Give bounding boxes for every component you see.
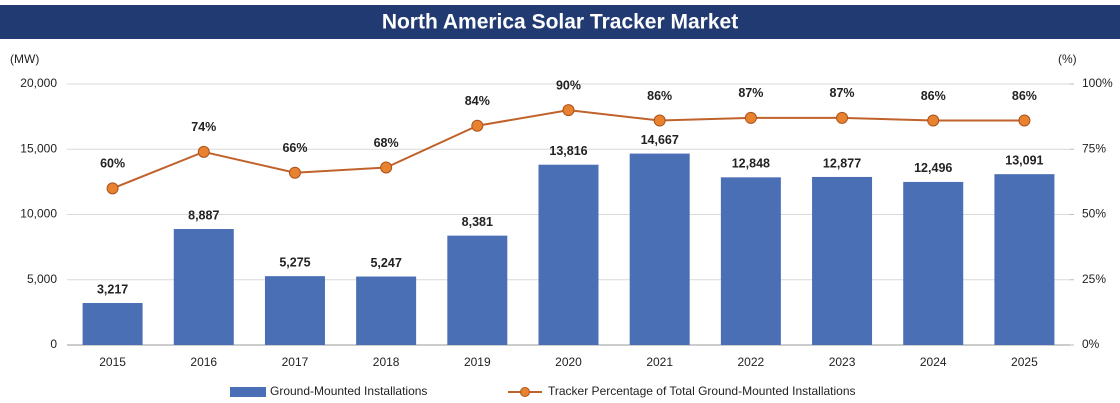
- bar: [264, 276, 325, 345]
- legend-swatch-marker: [520, 387, 530, 397]
- legend-label: Tracker Percentage of Total Ground-Mount…: [548, 384, 856, 398]
- x-tick-label: 2018: [373, 355, 400, 369]
- line-marker: [927, 114, 940, 127]
- bar-value-label: 5,275: [279, 255, 310, 269]
- line-marker: [653, 114, 666, 127]
- line-marker: [744, 111, 757, 124]
- line-marker: [288, 166, 301, 179]
- x-tick-label: 2023: [829, 355, 856, 369]
- y-tick-label: 15,000: [20, 141, 57, 155]
- legend-swatch: [230, 387, 266, 397]
- x-tick-label: 2022: [738, 355, 765, 369]
- bar-value-label: 12,496: [914, 161, 952, 175]
- bar-value-label: 3,217: [97, 282, 128, 296]
- line-value-label: 87%: [738, 86, 763, 100]
- x-tick-label: 2015: [99, 355, 126, 369]
- y2-tick-label: 0%: [1082, 337, 1100, 351]
- bar: [82, 303, 143, 345]
- bar-value-label: 12,848: [732, 157, 770, 171]
- bar: [356, 276, 417, 345]
- line-value-label: 86%: [921, 89, 946, 103]
- bar-value-label: 8,887: [188, 208, 219, 222]
- line-marker: [562, 104, 575, 117]
- line-marker: [471, 119, 484, 132]
- bar: [447, 235, 508, 345]
- y-tick-label: 0: [50, 337, 57, 351]
- y2-tick-label: 100%: [1082, 76, 1113, 90]
- line-value-label: 60%: [100, 157, 125, 171]
- bar: [629, 153, 690, 345]
- y2-tick-label: 50%: [1082, 207, 1106, 221]
- line-value-label: 68%: [374, 136, 399, 150]
- chart-title: North America Solar Tracker Market: [382, 11, 738, 34]
- title-banner: [0, 5, 1120, 39]
- line-value-label: 86%: [1012, 89, 1037, 103]
- x-tick-label: 2019: [464, 355, 491, 369]
- bar-value-label: 12,877: [823, 156, 861, 170]
- y2-tick-label: 75%: [1082, 141, 1106, 155]
- bar-value-label: 13,091: [1005, 153, 1043, 167]
- x-tick-label: 2020: [555, 355, 582, 369]
- line-value-label: 66%: [282, 141, 307, 155]
- line-marker: [836, 111, 849, 124]
- x-tick-label: 2017: [282, 355, 309, 369]
- line-marker: [380, 161, 393, 174]
- x-tick-label: 2024: [920, 355, 947, 369]
- bar: [812, 176, 873, 345]
- bar: [538, 164, 599, 345]
- x-tick-label: 2021: [646, 355, 673, 369]
- bar: [720, 177, 781, 345]
- bar: [173, 229, 234, 345]
- x-tick-label: 2025: [1011, 355, 1038, 369]
- y-axis-label: (MW): [10, 52, 39, 66]
- line-marker: [1018, 114, 1031, 127]
- y2-axis-label: (%): [1058, 52, 1077, 66]
- legend-label: Ground-Mounted Installations: [270, 384, 427, 398]
- line-value-label: 74%: [191, 120, 216, 134]
- bar-value-label: 13,816: [549, 144, 587, 158]
- line-value-label: 86%: [647, 89, 672, 103]
- bar: [994, 174, 1055, 345]
- line-value-label: 90%: [556, 78, 581, 92]
- bar: [903, 181, 964, 345]
- bar-value-label: 8,381: [462, 215, 493, 229]
- line-value-label: 84%: [465, 94, 490, 108]
- y-tick-label: 20,000: [20, 76, 57, 90]
- bar-value-label: 14,667: [641, 133, 679, 147]
- line-marker: [106, 182, 119, 195]
- y-tick-label: 10,000: [20, 207, 57, 221]
- x-tick-label: 2016: [190, 355, 217, 369]
- y-tick-label: 5,000: [27, 272, 57, 286]
- line-marker: [197, 145, 210, 158]
- bar-value-label: 5,247: [370, 256, 401, 270]
- line-value-label: 87%: [830, 86, 855, 100]
- y2-tick-label: 25%: [1082, 272, 1106, 286]
